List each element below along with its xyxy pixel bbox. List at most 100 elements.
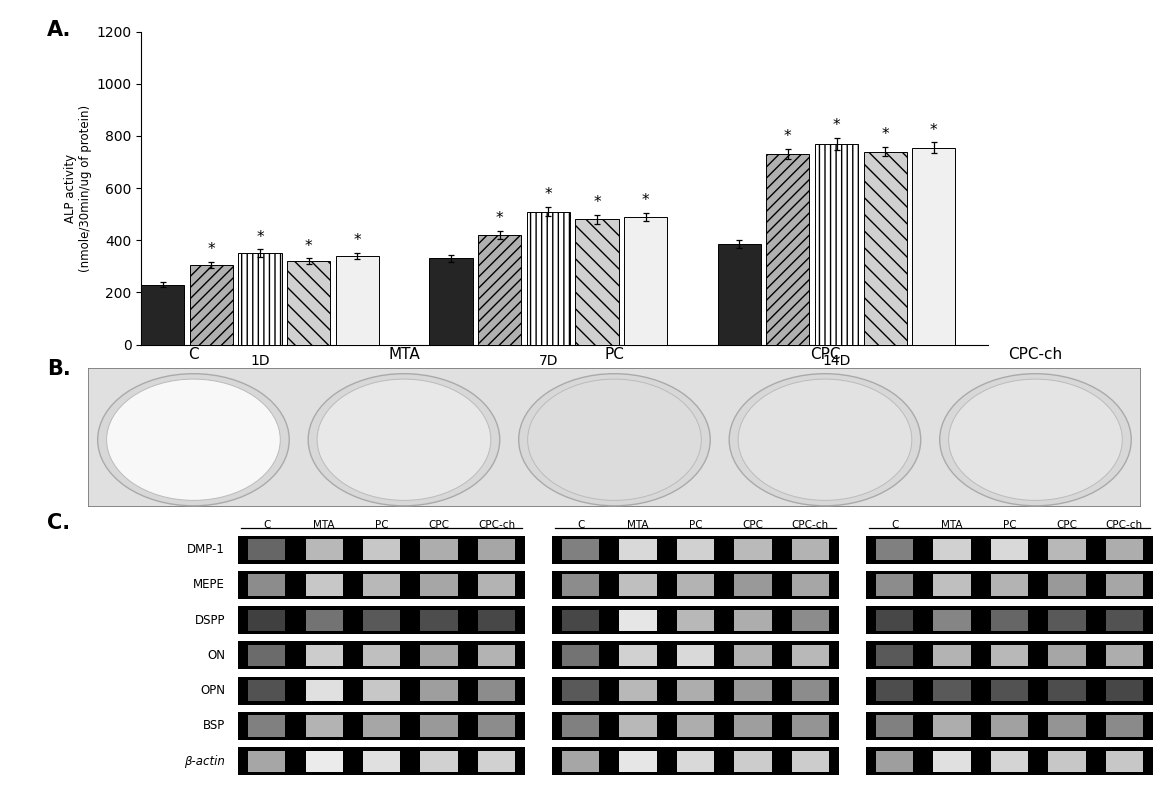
Bar	[934, 751, 970, 771]
Bar	[934, 539, 970, 560]
Text: *: *	[930, 123, 937, 138]
Bar	[1048, 715, 1085, 737]
Bar	[866, 747, 1152, 775]
Bar	[934, 715, 970, 737]
Bar	[562, 715, 600, 737]
Text: *: *	[833, 118, 841, 133]
Bar	[677, 645, 714, 666]
Bar	[248, 715, 286, 737]
Bar	[1048, 751, 1085, 771]
Bar	[552, 712, 840, 740]
Bar	[562, 539, 600, 560]
Bar	[477, 751, 515, 771]
Bar	[1048, 574, 1085, 596]
Bar	[306, 574, 343, 596]
Bar	[934, 645, 970, 666]
Bar	[815, 144, 858, 345]
Bar	[791, 751, 829, 771]
Bar	[734, 751, 771, 771]
Bar	[624, 217, 667, 345]
Text: *: *	[642, 193, 649, 208]
Bar	[677, 680, 714, 701]
Bar	[248, 645, 286, 666]
Bar	[876, 645, 914, 666]
Ellipse shape	[519, 374, 710, 506]
Bar	[363, 539, 400, 560]
Bar	[363, 574, 400, 596]
Bar	[990, 610, 1028, 630]
Text: CPC: CPC	[742, 520, 763, 530]
Bar	[238, 642, 526, 669]
Text: C: C	[891, 520, 898, 530]
Bar	[238, 535, 526, 564]
Bar	[990, 645, 1028, 666]
Bar	[866, 642, 1152, 669]
Bar	[734, 715, 771, 737]
Bar	[363, 751, 400, 771]
Text: *: *	[544, 187, 552, 202]
Bar	[866, 676, 1152, 705]
Bar	[335, 256, 379, 345]
Bar	[363, 610, 400, 630]
Text: CPC-ch: CPC-ch	[791, 520, 829, 530]
Bar	[562, 645, 600, 666]
Text: DSPP: DSPP	[195, 614, 225, 626]
Bar	[238, 676, 526, 705]
Bar	[1105, 610, 1143, 630]
Text: *: *	[354, 233, 361, 248]
Bar	[306, 751, 343, 771]
Bar	[1105, 539, 1143, 560]
Text: *: *	[784, 129, 791, 144]
Bar	[934, 680, 970, 701]
Bar	[238, 747, 526, 775]
Bar	[876, 680, 914, 701]
Bar	[238, 606, 526, 634]
Text: CPC-ch: CPC-ch	[1105, 520, 1143, 530]
Text: C.: C.	[47, 513, 71, 533]
Bar	[717, 244, 761, 345]
Bar	[791, 715, 829, 737]
Text: BSP: BSP	[203, 719, 225, 733]
Bar	[420, 680, 457, 701]
Bar	[866, 712, 1152, 740]
Bar	[1048, 680, 1085, 701]
Bar	[552, 535, 840, 564]
Bar	[620, 680, 656, 701]
Ellipse shape	[739, 379, 911, 501]
Bar	[866, 606, 1152, 634]
Bar	[248, 539, 286, 560]
Bar	[990, 751, 1028, 771]
Bar	[620, 645, 656, 666]
Bar	[306, 715, 343, 737]
Bar	[420, 715, 457, 737]
Ellipse shape	[940, 374, 1131, 506]
Bar	[306, 680, 343, 701]
Text: MTA: MTA	[388, 347, 420, 362]
Text: PC: PC	[604, 347, 624, 362]
Bar	[876, 610, 914, 630]
Text: B.: B.	[47, 359, 71, 379]
Ellipse shape	[528, 379, 701, 501]
Bar	[866, 571, 1152, 599]
Bar	[734, 574, 771, 596]
Bar	[552, 642, 840, 669]
Bar	[934, 574, 970, 596]
Bar	[248, 751, 286, 771]
Text: PC: PC	[1003, 520, 1016, 530]
Bar	[620, 751, 656, 771]
Text: C: C	[577, 520, 584, 530]
Bar	[420, 645, 457, 666]
Text: *: *	[496, 211, 503, 227]
Bar	[677, 610, 714, 630]
Bar	[306, 610, 343, 630]
Bar	[791, 574, 829, 596]
Bar	[767, 154, 809, 345]
Bar	[990, 574, 1028, 596]
Ellipse shape	[318, 379, 490, 501]
Bar	[866, 535, 1152, 564]
Bar	[990, 715, 1028, 737]
Bar	[527, 211, 570, 345]
Bar	[876, 539, 914, 560]
Bar	[420, 574, 457, 596]
Text: CPC: CPC	[428, 520, 449, 530]
